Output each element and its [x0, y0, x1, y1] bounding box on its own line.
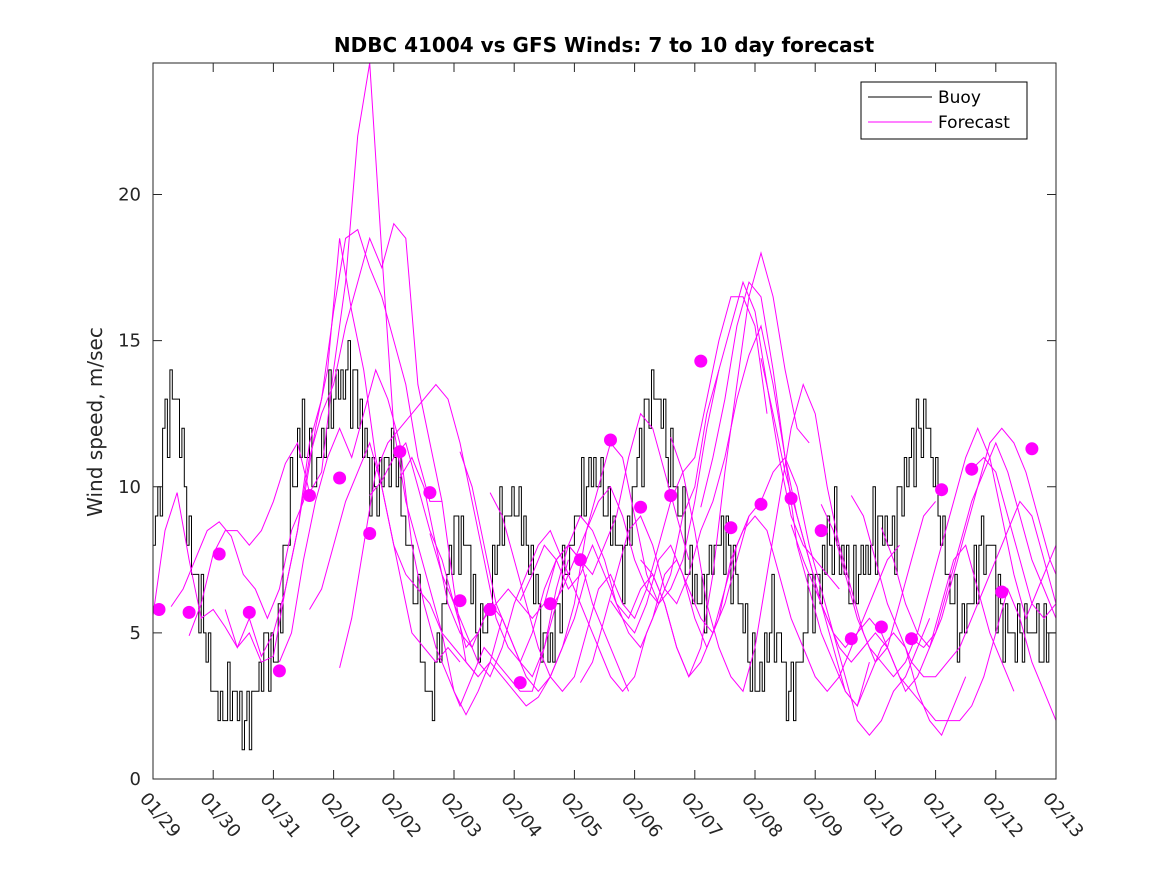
- legend-box: [860, 81, 1028, 140]
- forecast-marker-24: [844, 632, 858, 646]
- y-tick-label-15: 15: [118, 331, 141, 352]
- forecast-series-line-19: [700, 281, 967, 737]
- forecast-marker-20: [724, 521, 738, 535]
- axes-box: [152, 62, 1057, 780]
- forecast-marker-23: [814, 524, 828, 538]
- forecast-marker-27: [935, 483, 949, 497]
- plot-area: [153, 63, 1056, 751]
- forecast-series-line-12: [489, 296, 768, 693]
- forecast-series-line-22: [820, 426, 1056, 678]
- forecast-marker-29: [995, 585, 1009, 599]
- forecast-marker-4: [242, 605, 256, 619]
- forecast-marker-10: [423, 486, 437, 500]
- y-tick-label-0: 0: [130, 769, 141, 790]
- forecast-marker-16: [604, 433, 617, 447]
- legend-forecast-label: Forecast: [938, 113, 1010, 133]
- y-axis-label: Wind speed, m/sec: [83, 327, 107, 517]
- forecast-marker-26: [905, 632, 918, 646]
- series-group: [153, 63, 1056, 751]
- forecast-series-line-18: [670, 382, 936, 693]
- forecast-marker-8: [363, 527, 377, 540]
- forecast-marker-7: [333, 471, 347, 485]
- forecast-marker-9: [393, 445, 407, 459]
- forecast-series-line-21: [790, 524, 1056, 722]
- chart-title: NDBC 41004 vs GFS Winds: 7 to 10 day for…: [334, 33, 875, 57]
- forecast-marker-22: [784, 491, 798, 505]
- buoy-series-line: [153, 340, 1056, 751]
- y-tick-label-5: 5: [130, 623, 141, 644]
- forecast-series-line-10: [429, 369, 720, 693]
- forecast-marker-25: [874, 620, 888, 634]
- forecast-marker-19: [694, 354, 708, 368]
- forecast-marker-6: [303, 489, 316, 502]
- legend-buoy-label: Buoy: [938, 88, 981, 108]
- y-tick-label-20: 20: [118, 185, 141, 206]
- forecast-series-line-3: [188, 63, 479, 678]
- forecast-series-line-2: [170, 238, 461, 663]
- forecast-series-line-26: [971, 456, 1056, 620]
- forecast-marker-2: [182, 605, 196, 619]
- forecast-marker-14: [543, 597, 557, 611]
- forecast-marker-13: [513, 676, 527, 690]
- forecast-series-line-24: [880, 427, 1056, 649]
- legend: Buoy Forecast: [860, 81, 1028, 140]
- forecast-marker-5: [272, 664, 286, 678]
- forecast-series-line-11: [459, 451, 750, 678]
- forecast-marker-1: [153, 603, 166, 616]
- forecast-series-line-23: [850, 495, 1056, 678]
- forecast-marker-30: [1025, 442, 1039, 456]
- forecast-marker-28: [965, 462, 979, 476]
- forecast-series-line-6: [309, 441, 587, 716]
- forecast-marker-17: [634, 500, 648, 514]
- forecast-marker-12: [483, 603, 497, 616]
- forecast-marker-15: [573, 553, 587, 567]
- forecast-marker-18: [664, 489, 678, 502]
- forecast-series-line-14: [549, 280, 840, 610]
- forecast-series-line-25: [911, 441, 1056, 649]
- forecast-series-line-16: [610, 515, 900, 693]
- forecast-marker-21: [754, 497, 768, 511]
- y-tick-label-10: 10: [118, 477, 141, 498]
- forecast-series-line-5: [278, 368, 569, 708]
- forecast-marker-11: [453, 594, 467, 608]
- forecast-marker-3: [212, 547, 226, 561]
